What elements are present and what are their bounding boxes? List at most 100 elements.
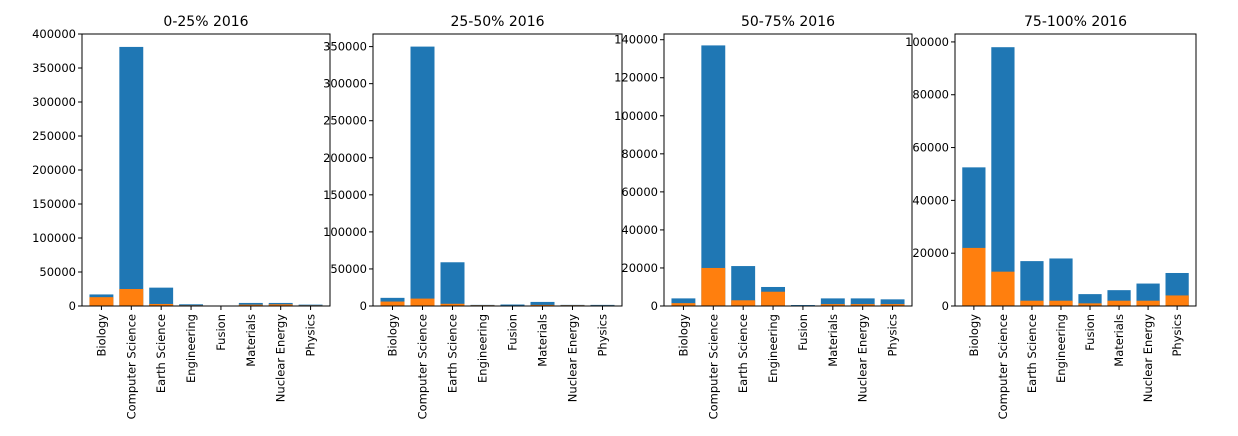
chart-title: 0-25% 2016: [163, 14, 248, 30]
y-tick-label: 50000: [39, 265, 76, 279]
y-tick-label: 140000: [614, 33, 658, 47]
bar-series2-earth-science: [731, 300, 756, 306]
x-tick-label: Biology: [967, 314, 981, 357]
bar-series2-biology: [380, 301, 405, 306]
y-tick-label: 100000: [32, 231, 76, 245]
x-tick-label: Biology: [386, 314, 400, 357]
bar-series1-earth-science: [149, 287, 174, 306]
bar-series1-fusion: [1078, 294, 1102, 306]
bar-series1-nuclear-energy: [850, 298, 875, 306]
x-tick-label: Engineering: [1054, 314, 1068, 383]
bar-series1-earth-science: [440, 262, 465, 306]
bar-series1-computer-science: [119, 46, 144, 307]
x-tick-label: Physics: [886, 314, 900, 357]
x-tick-label: Earth Science: [446, 314, 460, 393]
chart-panel-1: 0-25% 2016 0 50000 100000 150000 200000 250000…: [32, 14, 331, 419]
y-tick-label: 50000: [330, 262, 367, 276]
y-tick-label: 40000: [621, 223, 658, 237]
x-tick-label: Physics: [596, 314, 610, 357]
bar-series2-computer-science: [119, 289, 144, 306]
axes-frame: [81, 33, 331, 307]
y-tick-label: 250000: [323, 114, 367, 128]
y-tick-label: 100000: [614, 109, 658, 123]
chart-title: 75-100% 2016: [1024, 14, 1127, 30]
bar-series2-materials: [530, 304, 555, 306]
bar-series1-earth-science: [1020, 261, 1044, 306]
y-tick-label: 80000: [912, 88, 949, 102]
x-tick-label: Computer Science: [706, 314, 720, 419]
bar-series1-biology: [671, 298, 696, 306]
bar-series2-physics: [1165, 295, 1189, 306]
axes-frame: [372, 33, 623, 307]
x-tick-label: Fusion: [506, 314, 520, 351]
x-tick-label: Computer Science: [124, 314, 138, 419]
bar-series1-engineering: [1049, 258, 1073, 306]
bar-series2-fusion: [1078, 303, 1102, 306]
bar-series2-earth-science: [440, 303, 465, 306]
bar-series2-earth-science: [149, 303, 174, 306]
y-tick-label: 0: [942, 299, 949, 313]
y-tick-label: 350000: [32, 61, 76, 75]
y-tick-label: 200000: [323, 151, 367, 165]
axes-frame: [954, 33, 1197, 307]
x-tick-label: Earth Science: [736, 314, 750, 393]
chart-title: 50-75% 2016: [741, 14, 835, 30]
y-tick-label: 0: [69, 299, 76, 313]
y-tick-label: 40000: [912, 193, 949, 207]
bar-series1-materials: [530, 301, 555, 306]
y-tick-label: 60000: [621, 185, 658, 199]
bar-series2-computer-science: [410, 298, 435, 306]
chart-panel-2: 25-50% 2016 0 50000 100000 150000 200000 25000…: [323, 14, 623, 419]
x-tick-label: Engineering: [184, 314, 198, 383]
x-tick-label: Materials: [536, 314, 550, 367]
x-tick-label: Earth Science: [154, 314, 168, 393]
bar-series1-computer-science: [701, 45, 726, 306]
y-tick-label: 120000: [614, 71, 658, 85]
x-tick-label: Nuclear Energy: [566, 314, 580, 402]
x-tick-label: Materials: [244, 314, 258, 367]
bar-series2-computer-science: [701, 267, 726, 306]
bar-series1-earth-science: [731, 266, 756, 306]
y-tick-label: 20000: [621, 261, 658, 275]
y-tick-label: 350000: [323, 40, 367, 54]
y-tick-label: 150000: [32, 197, 76, 211]
y-tick-label: 200000: [32, 163, 76, 177]
bar-series2-engineering: [1049, 300, 1073, 306]
x-tick-label: Fusion: [796, 314, 810, 351]
bar-series1-fusion: [500, 304, 525, 306]
bar-series1-physics: [880, 299, 905, 306]
x-tick-label: Fusion: [1083, 314, 1097, 351]
chart-title: 25-50% 2016: [450, 14, 544, 30]
x-tick-label: Biology: [676, 314, 690, 357]
y-tick-label: 400000: [32, 27, 76, 41]
bar-series2-biology: [962, 247, 986, 306]
y-tick-label: 80000: [621, 147, 658, 161]
axes-frame: [663, 33, 913, 307]
bar-series2-materials: [1107, 300, 1131, 306]
bar-series2-nuclear-energy: [268, 304, 293, 306]
bar-series1-computer-science: [410, 46, 435, 306]
x-tick-label: Materials: [1112, 314, 1126, 367]
x-tick-label: Physics: [304, 314, 318, 357]
x-tick-label: Nuclear Energy: [1141, 314, 1155, 402]
y-tick-label: 100000: [323, 225, 367, 239]
y-tick-label: 0: [360, 299, 367, 313]
bar-series2-materials: [820, 304, 845, 306]
bar-series2-computer-science: [991, 271, 1015, 306]
bar-series2-engineering: [761, 291, 786, 306]
y-tick-label: 0: [651, 299, 658, 313]
x-tick-label: Nuclear Energy: [856, 314, 870, 402]
y-tick-label: 20000: [912, 246, 949, 260]
bar-series2-biology: [671, 303, 696, 306]
bar-series1-materials: [238, 302, 263, 306]
y-tick-label: 150000: [323, 188, 367, 202]
bar-series2-materials: [238, 304, 263, 306]
bar-series1-materials: [820, 298, 845, 306]
x-tick-label: Materials: [826, 314, 840, 367]
x-tick-label: Physics: [1170, 314, 1184, 357]
x-tick-label: Computer Science: [996, 314, 1010, 419]
y-tick-label: 250000: [32, 129, 76, 143]
x-tick-label: Computer Science: [416, 314, 430, 419]
bar-series2-earth-science: [1020, 300, 1044, 306]
